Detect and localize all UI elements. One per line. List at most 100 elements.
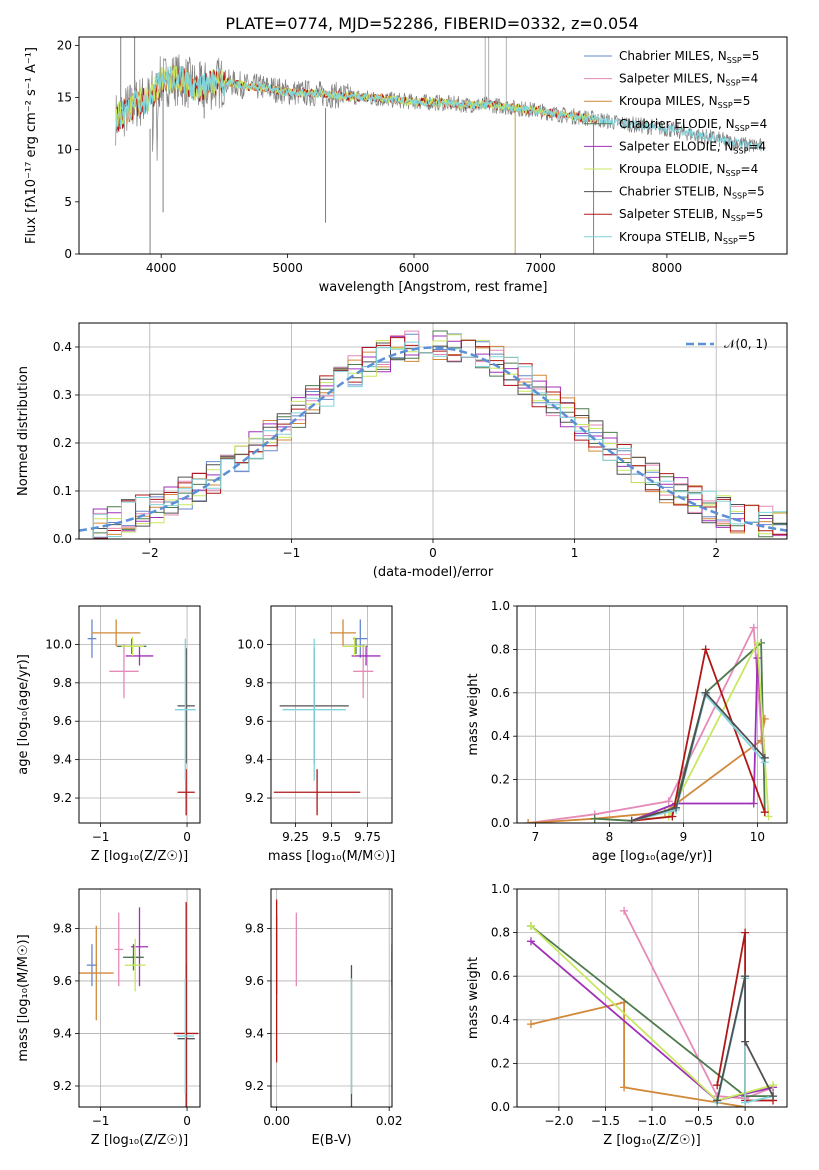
y-tick-label: 0.2 <box>491 1056 510 1070</box>
y-tick-label: 5 <box>64 195 72 209</box>
y-tick-label: 9.4 <box>53 753 72 767</box>
mass-weight-marker <box>526 937 535 946</box>
y-tick-label: 1.0 <box>491 882 510 896</box>
panel-mass-weight-vs-Z: −2.0 −1.5 −1.0 −0.5 0.0 0.0 0.2 0.4 0.6 0.8 1.0 Z [… <box>466 882 788 1148</box>
mass-weight-series-line <box>527 624 765 823</box>
model-spectrum-line <box>115 67 598 134</box>
x-tick-label: −1 <box>92 830 110 844</box>
x-tick-label: 7000 <box>525 261 556 275</box>
x-tick-label: −1.5 <box>591 1114 620 1128</box>
axes-frame <box>78 605 201 824</box>
mass-weight-marker <box>741 972 750 981</box>
y-tick-label: 0.6 <box>491 686 510 700</box>
mass-weight-series-line <box>716 976 774 1101</box>
mass-weight-series-line <box>528 718 766 823</box>
y-tick-label: 0.6 <box>491 969 510 983</box>
plot-area <box>79 902 199 1107</box>
x-tick-label: 0 <box>429 546 437 560</box>
x-axis-label: wavelength [Angstrom, rest frame] <box>319 280 548 295</box>
y-tick-label: 0.0 <box>491 816 510 830</box>
x-tick-label: 7 <box>532 830 540 844</box>
x-tick-label: 5000 <box>272 261 303 275</box>
x-axis-label: age [log₁₀(age/yr)] <box>592 849 713 864</box>
x-tick-label: −1 <box>283 546 301 560</box>
y-tick-label: 9.2 <box>53 1079 72 1093</box>
mass-weight-marker <box>526 1020 535 1029</box>
y-axis-label: Normed distribution <box>16 366 31 496</box>
x-tick-label: −2.0 <box>544 1114 573 1128</box>
x-axis-label: Z [log₁₀(Z/Z☉)] <box>91 1133 188 1148</box>
x-tick-label: 0.00 <box>263 1114 290 1128</box>
x-tick-label: −1 <box>92 1114 110 1128</box>
x-tick-label: −2 <box>141 546 159 560</box>
y-tick-label: 10.0 <box>45 637 72 651</box>
axes-frame <box>270 888 393 1108</box>
legend-entry: Chabrier ELODIE, NSSP=4 <box>619 117 767 133</box>
normal-curve-line <box>79 346 787 532</box>
y-tick-label: 0.4 <box>491 1013 510 1027</box>
y-tick-label: 20 <box>57 38 72 52</box>
x-tick-label: 9.75 <box>354 830 381 844</box>
legend-entry: Salpeter MILES, NSSP=4 <box>619 72 758 88</box>
y-tick-label: 9.4 <box>53 1026 72 1040</box>
mass-weight-marker <box>741 1098 750 1107</box>
legend-entry: Salpeter STELIB, NSSP=5 <box>619 207 763 223</box>
y-tick-label: 9.6 <box>245 974 264 988</box>
mass-weight-marker <box>701 645 710 654</box>
mass-weight-marker <box>701 688 710 697</box>
y-tick-label: 15 <box>57 91 72 105</box>
plot-area <box>79 330 787 539</box>
x-tick-label: 0.0 <box>736 1114 755 1128</box>
y-tick-label: 0.3 <box>53 388 72 402</box>
x-tick-label: −0.5 <box>684 1114 713 1128</box>
legend-entry: 𝒩(0, 1) <box>724 337 768 351</box>
plot-area <box>87 619 196 816</box>
y-tick-label: 9.8 <box>53 921 72 935</box>
x-axis-label: mass [log₁₀(M/M☉)] <box>268 849 395 864</box>
y-tick-label: 9.8 <box>245 921 264 935</box>
observed-spectrum-line <box>115 54 762 161</box>
y-tick-label: 0 <box>64 247 72 261</box>
x-axis-label: Z [log₁₀(Z/Z☉)] <box>91 849 188 864</box>
plot-area <box>275 899 392 1107</box>
mass-weight-series-line <box>631 690 766 822</box>
x-tick-label: 0.02 <box>376 1114 403 1128</box>
mass-weight-marker <box>620 1083 629 1092</box>
y-tick-label: 0.8 <box>491 926 510 940</box>
y-tick-label: 0.2 <box>491 773 510 787</box>
mass-weight-marker <box>668 812 677 821</box>
y-axis-label: Flux [fλ10⁻¹⁷ erg cm⁻² s⁻¹ A⁻¹] <box>24 47 39 244</box>
panel-age-vs-mass: 9.25 9.5 9.75 9.2 9.4 9.6 9.8 10.0 mass [log₁₀(M… <box>237 605 395 864</box>
panel-residuals: −2 −1 0 1 2 0.0 0.1 0.2 0.3 0.4 (data-model)/error… <box>16 322 788 580</box>
x-tick-label: −1.0 <box>637 1114 666 1128</box>
mass-weight-marker <box>741 1037 750 1046</box>
y-tick-label: 9.6 <box>53 714 72 728</box>
legend-entry: Salpeter ELODIE, NSSP=4 <box>619 139 766 155</box>
plot-area <box>115 37 762 254</box>
y-tick-label: 9.6 <box>53 974 72 988</box>
y-tick-label: 10 <box>57 143 72 157</box>
y-axis-label: mass weight <box>466 673 481 755</box>
mass-weight-marker <box>741 928 750 937</box>
y-tick-label: 0.0 <box>53 532 72 546</box>
legend-entry: Chabrier MILES, NSSP=5 <box>619 49 759 65</box>
x-tick-label: 4000 <box>146 261 177 275</box>
x-tick-label: 9.25 <box>282 830 309 844</box>
y-axis-label: mass weight <box>466 957 481 1039</box>
y-tick-label: 9.2 <box>245 1079 264 1093</box>
panel-age-vs-Z: −1 0 9.2 9.4 9.6 9.8 10.0 Z [log₁₀(Z/Z☉)] age [l… <box>16 605 201 864</box>
residual-histogram-line <box>79 342 787 539</box>
mass-weight-marker <box>769 1092 778 1101</box>
mass-weight-marker <box>672 803 681 812</box>
x-tick-label: 8 <box>606 830 614 844</box>
residual-histogram-line <box>79 337 787 539</box>
mass-weight-marker <box>713 1096 722 1105</box>
axes-frame <box>270 605 393 824</box>
axes-frame <box>78 322 788 540</box>
y-tick-label: 9.4 <box>245 753 264 767</box>
x-tick-label: 10 <box>750 830 765 844</box>
model-spectrum-line <box>115 65 762 150</box>
y-tick-label: 9.4 <box>245 1026 264 1040</box>
model-spectrum-line <box>115 65 598 134</box>
mass-weight-series-line <box>631 646 766 822</box>
